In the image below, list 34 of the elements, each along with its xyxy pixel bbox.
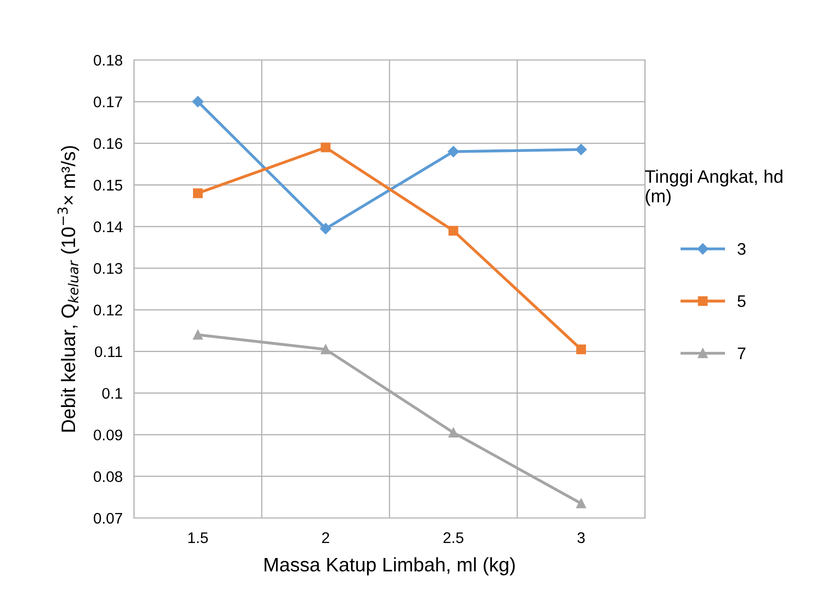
point: [576, 344, 586, 354]
point: [448, 146, 459, 158]
point: [320, 344, 330, 354]
x-tick-label: 2: [322, 532, 330, 543]
y-tick-label: 0.13: [94, 263, 122, 274]
point: [192, 96, 204, 108]
y-tick-label: 0.09: [94, 430, 122, 440]
y-axis-title: Debit keluar, Q$_{keluar}$ (10$^{−3}$× m³/s): [57, 146, 80, 432]
point: [448, 428, 458, 438]
point: [193, 330, 203, 340]
y-tick-label: 0.14: [94, 221, 122, 232]
y-tick-label: 0.08: [94, 471, 122, 482]
legend-label: 7: [738, 348, 746, 360]
x-axis-title: Massa Katup Limbah, ml (kg): [264, 557, 515, 576]
y-tick-label: 0.16: [94, 138, 122, 149]
legend-label: 5: [738, 295, 746, 308]
legend-label: 3: [738, 243, 746, 255]
y-tick-label: 0.17: [94, 96, 122, 108]
y-tick-label: 0.18: [94, 54, 122, 66]
y-tick-label: 0.12: [94, 304, 122, 316]
x-tick-label: 1.5: [188, 532, 208, 544]
point: [448, 226, 458, 236]
y-tick-label: 0.11: [94, 346, 122, 358]
y-tick-label: 0.07: [94, 512, 122, 524]
y-tick-label: 0.15: [94, 180, 122, 191]
point: [320, 223, 332, 234]
y-tick-label: 0.1: [102, 388, 122, 399]
point: [320, 142, 330, 152]
point: [576, 144, 587, 156]
point: [576, 498, 586, 508]
x-tick-label: 2.5: [444, 532, 464, 544]
point: [193, 188, 203, 198]
legend-title: Tinggi Angkat, hd (m): [645, 170, 782, 206]
x-tick-label: 3: [577, 532, 585, 544]
